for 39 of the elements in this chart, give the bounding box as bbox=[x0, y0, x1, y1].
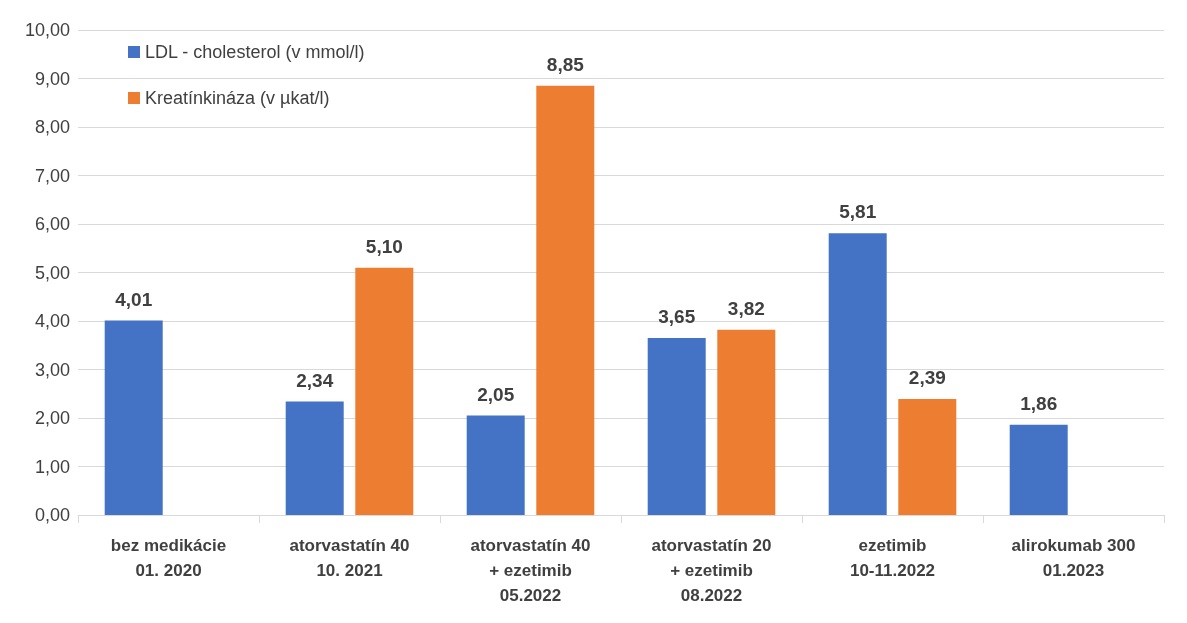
y-tick-label: 2,00 bbox=[34, 408, 70, 428]
bar bbox=[898, 399, 957, 515]
bar bbox=[466, 415, 525, 515]
x-tick-label: atorvastatín 40 + ezetimib 05.2022 bbox=[470, 536, 591, 605]
data-label: 1,86 bbox=[1020, 392, 1058, 414]
data-label: 3,65 bbox=[658, 305, 696, 327]
bar bbox=[828, 233, 887, 515]
x-tick-label: alirokumab 300 01.2023 bbox=[1011, 536, 1136, 580]
y-tick-label: 8,00 bbox=[34, 117, 70, 137]
data-label: 8,85 bbox=[546, 53, 585, 75]
y-tick-label: 5,00 bbox=[34, 262, 70, 283]
y-tick-label: 6,00 bbox=[34, 214, 70, 234]
bar bbox=[647, 337, 706, 515]
legend-label: Kreatínkináza (v µkat/l) bbox=[145, 88, 330, 108]
data-label: 5,81 bbox=[839, 201, 877, 223]
data-label: 3,82 bbox=[727, 297, 765, 319]
y-tick-label: 10,00 bbox=[24, 20, 70, 40]
bar bbox=[355, 267, 414, 515]
y-tick-label: 3,00 bbox=[34, 359, 70, 380]
y-tick-label: 4,00 bbox=[34, 311, 70, 331]
data-label: 2,05 bbox=[477, 383, 515, 405]
bar bbox=[285, 401, 344, 515]
y-tick-label: 7,00 bbox=[34, 165, 70, 186]
x-tick-label: bez medikácie 01. 2020 bbox=[110, 536, 227, 580]
data-label: 4,01 bbox=[115, 288, 153, 310]
data-label: 2,39 bbox=[908, 367, 946, 389]
legend-label: LDL - cholesterol (v mmol/l) bbox=[145, 42, 365, 62]
y-tick-label: 1,00 bbox=[34, 456, 70, 477]
x-tick-label: atorvastatín 20 + ezetimib 08.2022 bbox=[651, 536, 772, 605]
data-label: 2,34 bbox=[296, 369, 334, 391]
bar bbox=[104, 320, 163, 515]
bar bbox=[1009, 424, 1068, 515]
y-tick-label: 0,00 bbox=[34, 505, 70, 525]
x-tick-label: ezetimib 10-11.2022 bbox=[849, 536, 936, 580]
data-label: 5,10 bbox=[365, 235, 403, 257]
bar bbox=[717, 329, 776, 515]
y-tick-label: 9,00 bbox=[34, 68, 70, 89]
x-tick-label: atorvastatín 40 10. 2021 bbox=[289, 536, 410, 580]
bar bbox=[536, 85, 595, 515]
